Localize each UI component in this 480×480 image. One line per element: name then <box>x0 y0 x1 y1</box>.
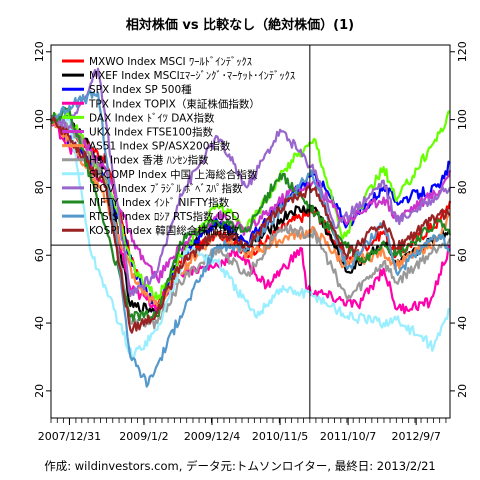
legend-label: MXWO Index MSCI ﾜｰﾙﾄﾞｲﾝﾃﾞｯｸｽ <box>89 56 252 68</box>
chart-title: 相対株価 vs 比較なし（絶対株価）(1) <box>126 17 354 33</box>
legend-label: MXEF Index MSCIｴﾏｰｼﾞﾝｸﾞ･ﾏｰｹｯﾄ･ｲﾝﾃﾞｯｸｽ <box>89 70 295 82</box>
legend: MXWO Index MSCI ﾜｰﾙﾄﾞｲﾝﾃﾞｯｸｽ MXEF Index M… <box>62 56 295 237</box>
x-tick-label: 2012/9/7 <box>391 430 440 443</box>
legend-label: UKX Index FTSE100指数 <box>89 126 213 139</box>
legend-label: TPX Index TOPIX（東証株価指数） <box>88 97 260 110</box>
legend-label: DAX Index ﾄﾞｲﾂ DAX指数 <box>89 111 215 124</box>
y-tick-label-left: 20 <box>33 384 46 398</box>
legend-label: NIFTY Index ｲﾝﾄﾞ NIFTY指数 <box>89 196 230 209</box>
y-tick-label-left: 120 <box>33 41 46 62</box>
chart-caption: 作成: wildinvestors.com, データ元:トムソンロイター, 最終… <box>44 459 436 473</box>
legend-label: HSI Index 香港 ﾊﾝｾﾝ指数 <box>89 154 209 167</box>
legend-label: SPX Index SP 500種 <box>89 83 192 96</box>
x-tick-label: 2011/10/7 <box>320 430 376 443</box>
x-tick-label: 2010/11/5 <box>252 430 308 443</box>
legend-label: SHCOMP Index 中国 上海総合指数 <box>89 168 258 181</box>
series-line <box>49 117 451 308</box>
y-tick-label-left: 40 <box>33 316 46 330</box>
legend-label: AS51 Index SP/ASX200指数 <box>89 140 231 153</box>
reference-lines <box>51 45 450 418</box>
x-tick-label: 2009/12/4 <box>184 430 240 443</box>
series-line <box>50 113 451 360</box>
legend-label: IBOV Index ﾌﾞﾗｼﾞﾙ ﾎﾞﾍﾞｽﾊﾟ指数 <box>89 182 243 195</box>
y-tick-label-right: 20 <box>456 384 469 398</box>
y-tick-label-right: 60 <box>456 248 469 262</box>
legend-label: KOSPI Index 韓国総合株価指数 <box>89 224 240 237</box>
y-tick-label-right: 120 <box>456 41 469 62</box>
x-tick-label: 2007/12/31 <box>38 430 101 443</box>
legend-label: RTSI$ Index ﾛｼｱ RTS指数 USD <box>89 210 239 223</box>
y-tick-label-right: 80 <box>456 180 469 194</box>
y-tick-label-right: 40 <box>456 316 469 330</box>
axes: 20 20 40 40 60 60 80 80 100 100 120 120 2007/12/31 20… <box>33 41 469 443</box>
y-tick-label-right: 100 <box>456 109 469 130</box>
y-tick-label-left: 100 <box>33 109 46 130</box>
plot-frame <box>50 44 451 419</box>
x-tick-label: 2009/1/2 <box>119 430 168 443</box>
series-line <box>49 67 452 297</box>
series-line <box>50 116 451 334</box>
y-tick-label-left: 60 <box>33 248 46 262</box>
y-tick-label-left: 80 <box>33 180 46 194</box>
